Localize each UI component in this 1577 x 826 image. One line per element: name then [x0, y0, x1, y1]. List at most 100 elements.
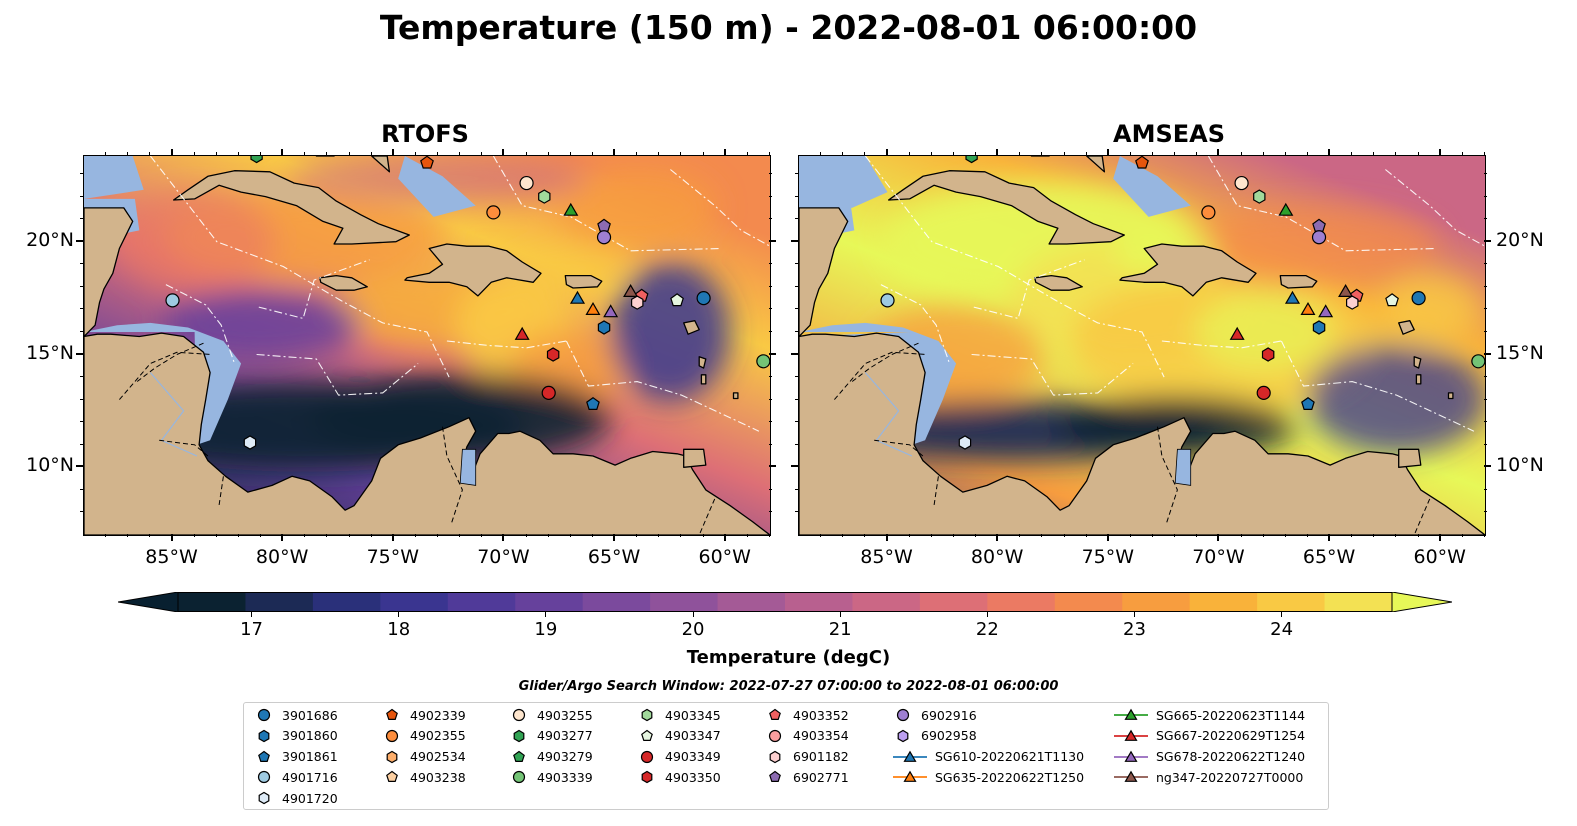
legend-label: 6901182	[793, 749, 849, 765]
marker-4903350[interactable]	[1261, 347, 1275, 362]
marker-SG610-20220621T1130[interactable]	[569, 290, 586, 304]
marker-6901182[interactable]	[630, 295, 644, 310]
minor-tick	[215, 152, 217, 155]
marker-4902355[interactable]	[486, 205, 501, 220]
minor-tick	[193, 534, 195, 537]
marker-4903255[interactable]	[1234, 175, 1249, 191]
minor-tick	[952, 152, 954, 155]
marker-SG635-20220622T1250[interactable]	[585, 301, 601, 315]
minor-tick	[680, 152, 682, 155]
minor-tick	[547, 534, 549, 537]
minor-tick	[1484, 263, 1487, 265]
marker-4903347[interactable]	[670, 293, 684, 307]
legend-label: SG635-20220622T1250	[935, 769, 1085, 785]
marker-3901861[interactable]	[1301, 396, 1315, 410]
marker-4901716[interactable]	[165, 293, 180, 308]
legend-label: 4903345	[665, 707, 721, 723]
marker-6902916[interactable]	[1311, 230, 1327, 245]
legend-item: 4903345	[637, 705, 721, 725]
marker-4902339[interactable]	[420, 156, 434, 169]
marker-4903347[interactable]	[1385, 293, 1399, 307]
legend-label: 4903339	[537, 769, 593, 785]
map-amseas[interactable]	[798, 155, 1486, 536]
marker-4903345[interactable]	[538, 189, 551, 204]
minor-tick	[1484, 443, 1487, 445]
minor-tick	[1351, 152, 1353, 155]
marker-4903339[interactable]	[756, 354, 770, 369]
minor-tick	[769, 443, 772, 445]
marker-3901686[interactable]	[1411, 291, 1426, 306]
marker-ng347-20220727T0000[interactable]	[1338, 284, 1354, 297]
marker-3901686[interactable]	[696, 291, 711, 306]
marker-4903255[interactable]	[519, 175, 534, 191]
marker-ng347-20220727T0000[interactable]	[623, 284, 639, 297]
minor-tick	[930, 534, 932, 537]
legend-item: SG667-20220629T1254	[1114, 726, 1305, 746]
minor-tick	[80, 488, 83, 490]
tick-mark-bottom	[1328, 534, 1331, 541]
marker-6901182[interactable]	[1345, 295, 1359, 310]
marker-4902339[interactable]	[1135, 156, 1149, 169]
tick-mark-bottom	[502, 534, 505, 541]
minor-tick	[370, 152, 372, 155]
marker-3901861[interactable]	[586, 396, 600, 410]
map-rtofs[interactable]	[83, 155, 771, 536]
marker-4903349[interactable]	[541, 385, 556, 400]
marker-6902916[interactable]	[596, 230, 612, 245]
minor-tick	[149, 534, 151, 537]
marker-4903277[interactable]	[250, 156, 263, 164]
legend-label: 4903350	[665, 769, 721, 785]
legend-item: 4903349	[637, 747, 721, 767]
minor-tick	[795, 398, 798, 400]
lon-tick-label: 80°W	[255, 546, 309, 568]
marker-4903277[interactable]	[965, 156, 978, 164]
minor-tick	[1306, 152, 1308, 155]
minor-tick	[1063, 152, 1065, 155]
minor-tick	[80, 376, 83, 378]
minor-tick	[795, 376, 798, 378]
marker-SG665-20220623T1144[interactable]	[1278, 202, 1294, 216]
lon-tick-label: 85°W	[145, 546, 198, 568]
tick-mark-bottom	[885, 534, 888, 541]
minor-tick	[459, 534, 461, 537]
minor-tick	[1484, 398, 1487, 400]
minor-tick	[80, 218, 83, 220]
marker-4903339[interactable]	[1471, 354, 1485, 369]
marker-4903345[interactable]	[1253, 189, 1266, 204]
minor-tick	[414, 534, 416, 537]
marker-SG667-20220629T1254[interactable]	[514, 326, 530, 340]
colorbar-tick-mark	[692, 612, 694, 617]
marker-SG610-20220621T1130[interactable]	[1284, 290, 1301, 304]
marker-SG678-20220622T1240[interactable]	[1318, 304, 1334, 318]
marker-4901720[interactable]	[958, 435, 972, 450]
marker-4902355[interactable]	[1201, 205, 1216, 220]
legend-marker-circle-icon	[768, 729, 782, 742]
minor-tick	[1484, 173, 1487, 175]
marker-SG667-20220629T1254[interactable]	[1229, 326, 1245, 340]
legend-item: 4903339	[509, 767, 593, 787]
minor-tick	[1262, 534, 1264, 537]
minor-tick	[795, 173, 798, 175]
marker-4901720[interactable]	[243, 435, 257, 450]
marker-3901860[interactable]	[1312, 320, 1326, 335]
minor-tick	[975, 152, 977, 155]
land-lesser2	[698, 356, 707, 369]
marker-4903349[interactable]	[1256, 385, 1271, 400]
minor-tick	[591, 152, 593, 155]
legend-marker-hexagon-icon	[769, 750, 781, 763]
marker-4903350[interactable]	[546, 347, 560, 362]
colorbar-tick-label: 20	[681, 619, 705, 640]
marker-3901860[interactable]	[597, 320, 611, 335]
minor-tick	[952, 534, 954, 537]
marker-SG635-20220622T1250[interactable]	[1300, 301, 1316, 315]
minor-tick	[1484, 152, 1485, 155]
minor-tick	[149, 152, 151, 155]
tick-mark-left	[76, 239, 83, 242]
marker-SG665-20220623T1144[interactable]	[563, 202, 579, 216]
minor-tick	[1085, 152, 1087, 155]
marker-4901716[interactable]	[880, 293, 895, 308]
minor-tick	[702, 152, 704, 155]
marker-SG678-20220622T1240[interactable]	[603, 304, 619, 318]
minor-tick	[795, 285, 798, 287]
lon-tick-label: 80°W	[970, 546, 1024, 568]
